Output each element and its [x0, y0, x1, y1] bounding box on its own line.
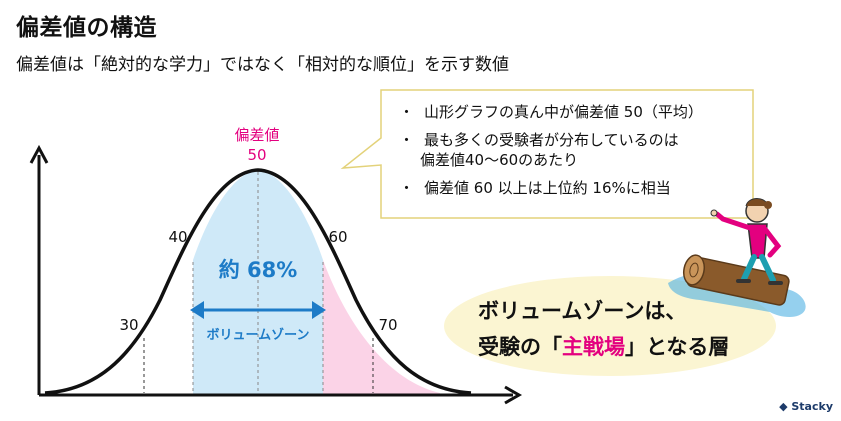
zone-callout-emphasis: 主戦場 — [562, 335, 625, 359]
zone-callout-line2: 受験の「主戦場」となる層 — [478, 329, 729, 365]
bubble-item-text-line2: 偏差値40〜60のあたり — [420, 151, 579, 169]
range-arrow-right — [312, 301, 326, 319]
range-arrow-left — [190, 301, 204, 319]
logo-text: Stacky — [791, 400, 833, 413]
page-subtitle: 偏差値は「絶対的な学力」ではなく「相対的な順位」を示す数値 — [16, 55, 509, 75]
bullet: ・ — [399, 131, 415, 149]
bubble-list: ・山形グラフの真ん中が偏差値 50（平均） ・最も多くの受験者が分布しているのは… — [381, 90, 703, 206]
tick-label-70: 70 — [378, 316, 397, 334]
tick-label-40: 40 — [168, 228, 187, 246]
range-label: ボリュームゾーン — [207, 327, 310, 343]
bullet: ・ — [399, 179, 415, 197]
person-illustration — [710, 198, 783, 285]
tick-label-30: 30 — [119, 316, 138, 334]
bubble-item-text: 偏差値 60 以上は上位約 16%に相当 — [424, 179, 671, 197]
bubble-item: ・山形グラフの真ん中が偏差値 50（平均） — [399, 102, 703, 122]
speech-bubble: ・山形グラフの真ん中が偏差値 50（平均） ・最も多くの受験者が分布しているのは… — [381, 90, 753, 218]
stacky-logo: ◆ Stacky — [779, 400, 833, 413]
zone-callout: ボリュームゾーンは、 受験の「主戦場」となる層 — [478, 293, 729, 365]
bell-curve — [44, 168, 472, 395]
bubble-item-text: 最も多くの受験者が分布しているのは — [424, 131, 679, 149]
upper-tail-area — [323, 260, 440, 395]
zone-callout-pre: 受験の「 — [478, 335, 562, 359]
peak-label: 偏差値 — [234, 126, 279, 144]
zone-callout-line1: ボリュームゾーンは、 — [478, 299, 687, 323]
zone-callout-post: 」となる層 — [625, 335, 730, 359]
tick-label-60: 60 — [328, 228, 347, 246]
speech-bubble-shape — [340, 89, 754, 219]
bubble-item: ・最も多くの受験者が分布しているのは偏差値40〜60のあたり — [399, 130, 703, 170]
logo-icon: ◆ — [779, 400, 792, 413]
bubble-item-text: 山形グラフの真ん中が偏差値 50（平均） — [424, 103, 703, 121]
zone-highlight-ellipse — [444, 276, 776, 376]
peak-value: 50 — [247, 146, 266, 164]
bubble-item: ・偏差値 60 以上は上位約 16%に相当 — [399, 178, 703, 198]
x-axis-arrowhead — [504, 385, 523, 405]
center-percentage: 約 68% — [219, 258, 298, 282]
y-axis-arrowhead — [29, 144, 49, 164]
page-title: 偏差値の構造 — [16, 15, 157, 41]
bullet: ・ — [399, 103, 415, 121]
